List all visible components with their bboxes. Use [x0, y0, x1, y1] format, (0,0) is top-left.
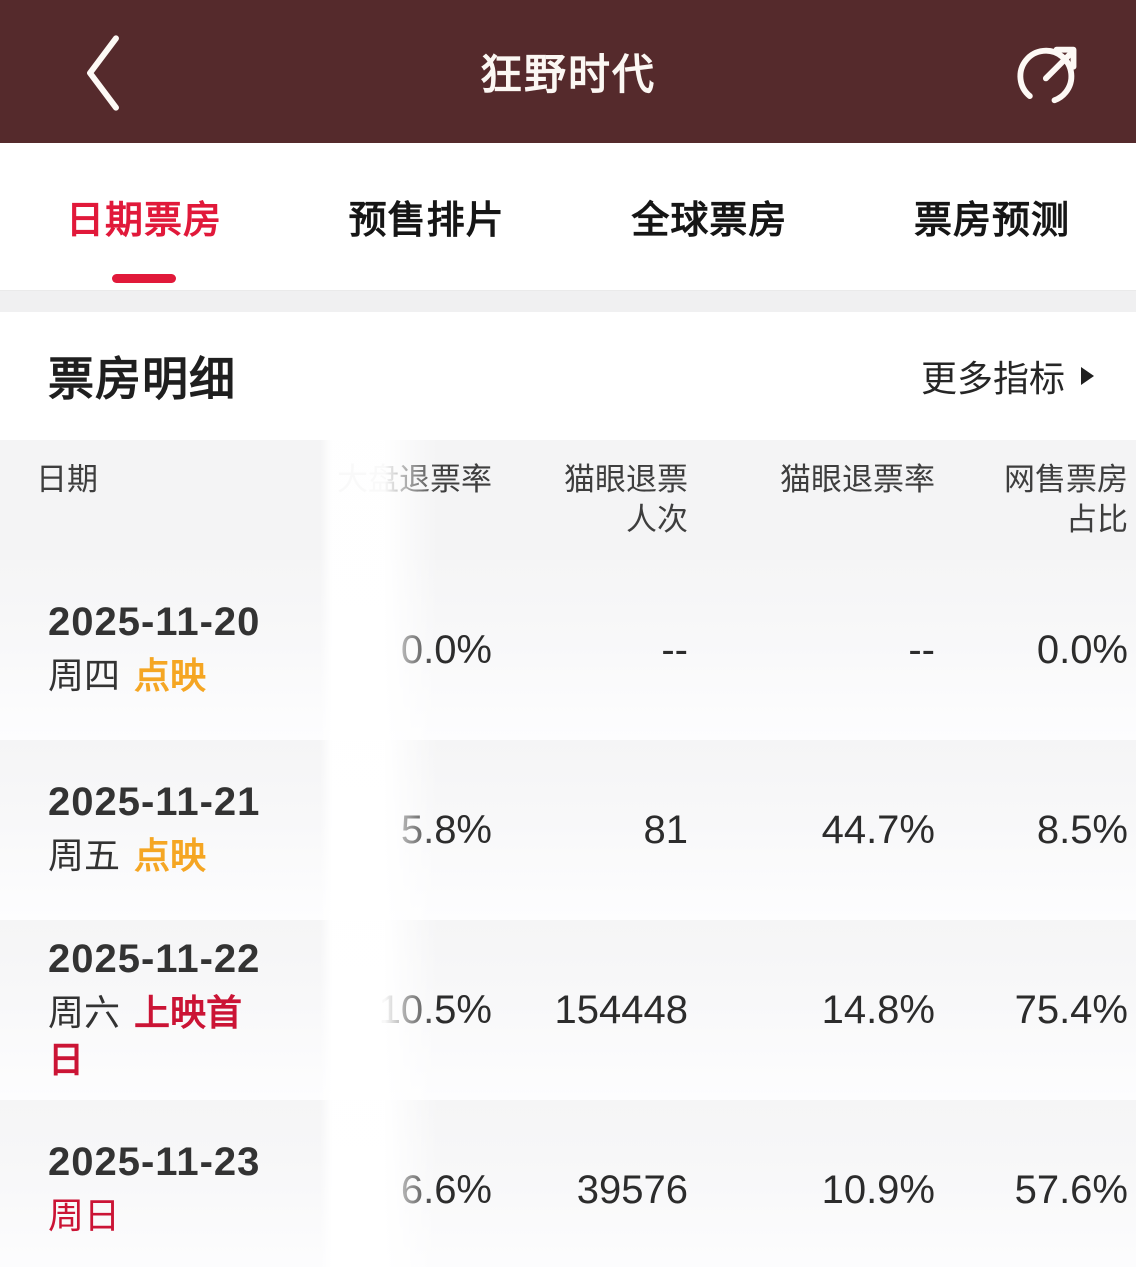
table-row: 2025-11-21 周五 点映 5.8% 81 44.7% 8.5% [0, 740, 1136, 920]
column-header: 猫眼退票 人次 [564, 462, 688, 538]
value-cell: 0.0% [400, 627, 492, 672]
value-cell: 75.4% [1014, 987, 1128, 1032]
date-cell: 2025-11-23 周日 [0, 1140, 320, 1240]
table-row: 2025-11-23 周日 6.6% 39576 10.9% 57.6% [0, 1100, 1136, 1267]
date-cell: 2025-11-20 周四 点映 [0, 600, 320, 700]
value-cell: 5.8% [400, 807, 492, 852]
tab-3[interactable]: 票房预测 [914, 143, 1070, 290]
date-subline: 周日 [48, 1193, 278, 1240]
release-tag: 点映 [134, 655, 207, 697]
date-subline: 周四 点映 [48, 653, 278, 700]
value-cell: 39576 [576, 1167, 688, 1212]
page-title: 狂野时代 [479, 51, 656, 98]
date-cell: 2025-11-22 周六 上映首日 [0, 937, 320, 1084]
date-text: 2025-11-20 [48, 600, 261, 645]
tab-bar: 日期票房 预售排片 全球票房 票房预测 [0, 143, 1136, 290]
active-tab-underline [112, 274, 176, 283]
value-cell: 10.5% [378, 987, 492, 1032]
value-cell: 8.5% [1036, 807, 1128, 852]
app-header: 狂野时代 [0, 0, 1136, 143]
chevron-left-icon [87, 35, 119, 111]
date-subline: 周五 点映 [48, 833, 278, 880]
release-tag: 点映 [134, 835, 207, 877]
back-button[interactable] [58, 28, 148, 118]
share-circle-arrow-icon [1017, 46, 1077, 105]
tab-label: 票房预测 [913, 200, 1070, 242]
share-button[interactable] [1000, 24, 1096, 120]
value-cell: 81 [643, 807, 689, 852]
value-cell: 10.9% [821, 1167, 935, 1212]
tab-label: 预售排片 [348, 200, 505, 242]
value-cell: 154448 [554, 987, 688, 1032]
table-row: 2025-11-20 周四 点映 0.0% -- -- 0.0% [0, 560, 1136, 740]
tab-1[interactable]: 预售排片 [349, 143, 505, 290]
release-tag: 上映首日 [48, 991, 243, 1080]
date-text: 2025-11-22 [48, 936, 261, 981]
section-divider [0, 290, 1136, 312]
value-cell: 44.7% [821, 807, 935, 852]
weekday-label: 周日 [48, 1195, 121, 1237]
weekday-label: 周四 [48, 655, 121, 697]
value-cell: 14.8% [821, 987, 935, 1032]
column-header: 猫眼退票率 [780, 462, 935, 497]
column-header: 大盘退票率 [337, 462, 492, 497]
value-cell: 57.6% [1014, 1167, 1128, 1212]
value-cell: 6.6% [400, 1167, 492, 1212]
table-row: 2025-11-22 周六 上映首日 10.5% 154448 14.8% 75.4% [0, 920, 1136, 1100]
date-text: 2025-11-21 [48, 780, 261, 825]
weekday-label: 周五 [48, 835, 121, 877]
column-header: 日期 [36, 462, 98, 497]
tab-label: 日期票房 [66, 200, 223, 242]
caret-right-icon [1081, 367, 1094, 385]
column-header: 网售票房 占比 [1004, 462, 1128, 538]
table-header-row: 日期 大盘退票率 猫眼退票 人次 猫眼退票率 网售票房 占比 [0, 440, 1136, 560]
section-head: 票房明细 更多指标 [0, 312, 1136, 440]
date-text: 2025-11-23 [48, 1140, 261, 1185]
boxoffice-table: 日期 大盘退票率 猫眼退票 人次 猫眼退票率 网售票房 占比 2025-11-20 周四点… [0, 440, 1136, 1267]
tab-0[interactable]: 日期票房 [66, 143, 222, 290]
more-metrics-link[interactable]: 更多指标 [921, 350, 1094, 402]
value-cell: 0.0% [1036, 627, 1128, 672]
date-subline: 周六 上映首日 [48, 990, 278, 1084]
value-cell: -- [908, 627, 935, 672]
date-cell: 2025-11-21 周五 点映 [0, 780, 320, 880]
weekday-label: 周六 [48, 991, 121, 1033]
tab-label: 全球票房 [631, 200, 788, 242]
tab-2[interactable]: 全球票房 [631, 143, 787, 290]
value-cell: -- [661, 627, 688, 672]
more-metrics-label: 更多指标 [920, 358, 1065, 399]
table-body: 2025-11-20 周四 点映 0.0% -- -- 0.0% 2025-11-21 周五 点映… [0, 560, 1136, 1267]
section-title: 票房明细 [48, 353, 236, 405]
